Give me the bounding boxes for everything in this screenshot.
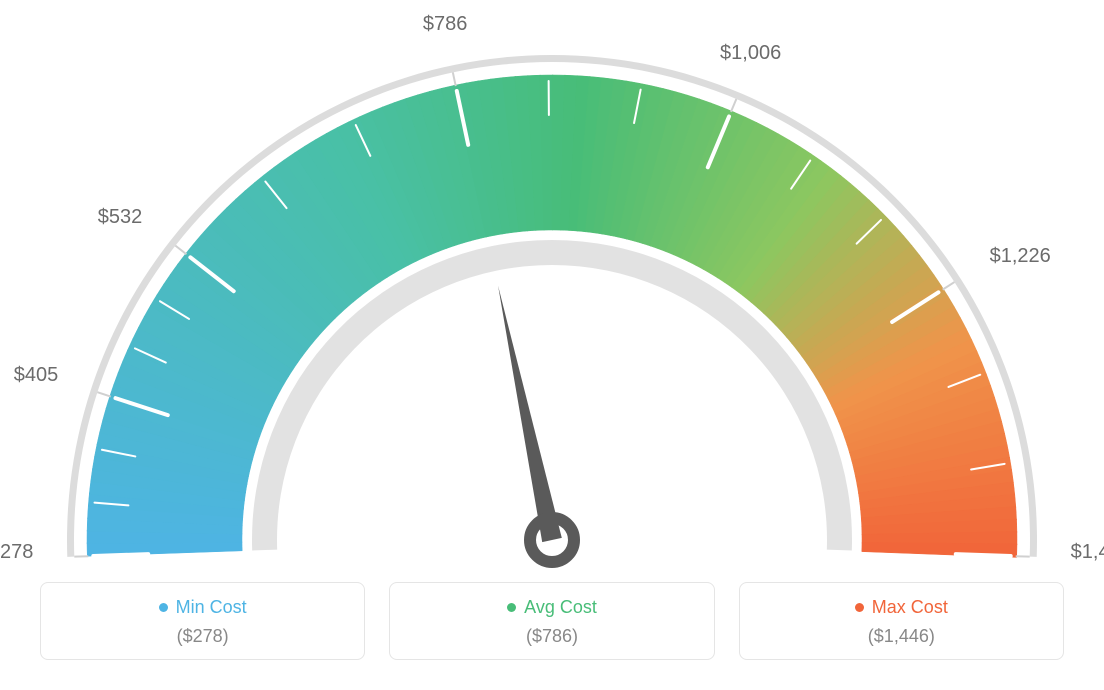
gauge-scale-label: $532 (98, 206, 143, 228)
legend-card-avg: Avg Cost ($786) (389, 582, 714, 660)
legend-min-value: ($278) (51, 626, 354, 647)
legend-card-min: Min Cost ($278) (40, 582, 365, 660)
legend-max-top: Max Cost (855, 597, 948, 618)
legend-row: Min Cost ($278) Avg Cost ($786) Max Cost… (40, 582, 1064, 660)
gauge-scale-label: $405 (14, 364, 59, 386)
legend-card-max: Max Cost ($1,446) (739, 582, 1064, 660)
legend-max-value: ($1,446) (750, 626, 1053, 647)
legend-min-top: Min Cost (159, 597, 247, 618)
gauge-chart-container: $278 $405 $532 $786 $1,006 $1,226 $1,446 Min C… (0, 0, 1104, 690)
legend-max-label: Max Cost (872, 597, 948, 618)
gauge-scale-label: $786 (423, 13, 468, 35)
gauge-scale-label: $1,446 (1071, 541, 1104, 563)
legend-avg-dot (507, 603, 516, 612)
legend-min-dot (159, 603, 168, 612)
legend-min-label: Min Cost (176, 597, 247, 618)
gauge-svg: $278 $405 $532 $786 $1,006 $1,226 $1,446 (0, 0, 1104, 570)
gauge-needle (498, 286, 562, 542)
gauge-scale-label: $1,006 (720, 42, 781, 64)
legend-max-dot (855, 603, 864, 612)
legend-avg-value: ($786) (400, 626, 703, 647)
legend-avg-top: Avg Cost (507, 597, 597, 618)
gauge-scale-label: $1,226 (990, 245, 1051, 267)
gauge-color-arc (87, 75, 1017, 557)
gauge-scale-label: $278 (0, 541, 33, 563)
legend-avg-label: Avg Cost (524, 597, 597, 618)
